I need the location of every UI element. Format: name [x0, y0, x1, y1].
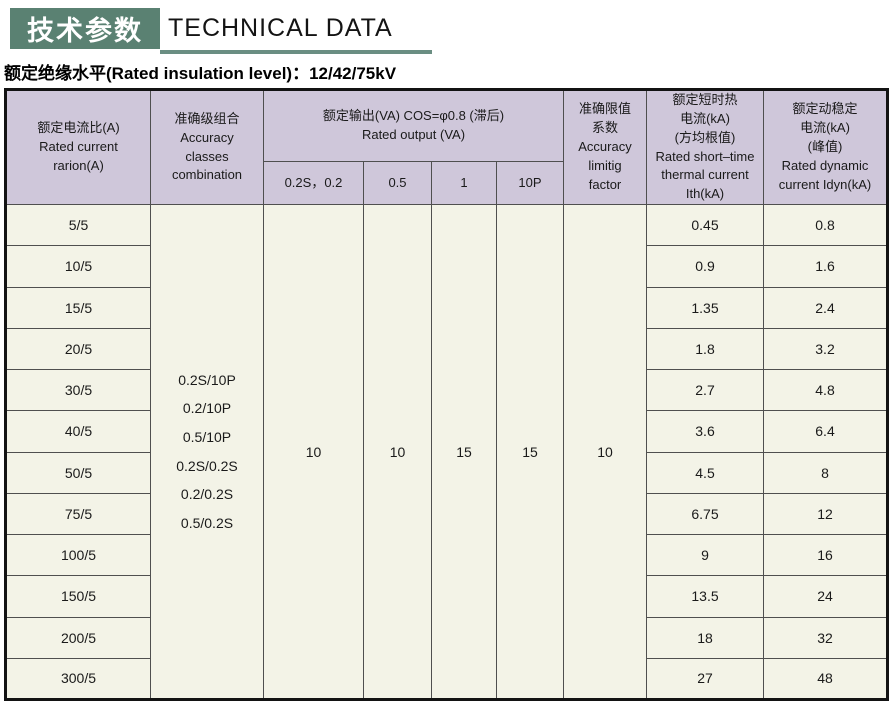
header-accuracy-limit-factor: 准确限值 系数 Accuracy limitig factor — [563, 88, 647, 206]
page-title-en: TECHNICAL DATA — [168, 14, 393, 42]
table-row: 15/5 1.35 2.4 — [5, 286, 888, 329]
output-10p-cell: 15 — [496, 204, 564, 701]
table-row: 50/5 4.5 8 — [5, 451, 888, 494]
ratio-cell: 15/5 — [5, 286, 151, 329]
idyn-cell: 6.4 — [763, 410, 888, 453]
ith-cell: 0.9 — [646, 245, 764, 288]
header-accuracy-classes: 准确级组合 Accuracy classes combination — [150, 88, 264, 206]
header-rated-current-ratio: 额定电流比(A) Rated current rarion(A) — [5, 88, 151, 206]
idyn-cell: 12 — [763, 492, 888, 536]
table-row: 75/5 6.75 12 — [5, 492, 888, 536]
idyn-cell: 1.6 — [763, 245, 888, 288]
ratio-cell: 150/5 — [5, 575, 151, 618]
idyn-cell: 3.2 — [763, 327, 888, 371]
table-row: 150/5 13.5 24 — [5, 575, 888, 618]
page-title-zh: 技术参数 — [10, 8, 160, 49]
subheader-output-0p2s: 0.2S，0.2 — [263, 161, 364, 206]
accuracy-limit-cell: 10 — [563, 204, 647, 701]
ratio-cell: 300/5 — [5, 657, 151, 701]
idyn-cell: 2.4 — [763, 286, 888, 329]
ith-cell: 18 — [646, 616, 764, 659]
table-row: 10/5 0.9 1.6 — [5, 245, 888, 288]
ith-cell: 4.5 — [646, 451, 764, 494]
ratio-cell: 20/5 — [5, 327, 151, 371]
ratio-cell: 75/5 — [5, 492, 151, 536]
table-row: 100/5 9 16 — [5, 534, 888, 577]
subheader-output-1: 1 — [431, 161, 497, 206]
subheader-output-0p5: 0.5 — [363, 161, 432, 206]
table-row: 300/5 27 48 — [5, 657, 888, 701]
ratio-cell: 30/5 — [5, 369, 151, 412]
header-dynamic-current: 额定动稳定 电流(kA) (峰值) Rated dynamic current … — [763, 88, 888, 206]
ith-cell: 2.7 — [646, 369, 764, 412]
ith-cell: 3.6 — [646, 410, 764, 453]
ith-cell: 1.35 — [646, 286, 764, 329]
page-title-zh-text: 技术参数 — [27, 16, 143, 46]
title-underline — [160, 50, 432, 54]
technical-data-table: 额定电流比(A) Rated current rarion(A) 准确级组合 A… — [4, 88, 889, 702]
idyn-cell: 48 — [763, 657, 888, 701]
output-0p5-cell: 10 — [363, 204, 432, 701]
table-row: 20/5 1.8 3.2 — [5, 327, 888, 371]
ith-cell: 9 — [646, 534, 764, 577]
table-row: 30/5 2.7 4.8 — [5, 369, 888, 412]
ratio-cell: 100/5 — [5, 534, 151, 577]
table-row: 5/5 0.2S/10P 0.2/10P 0.5/10P 0.2S/0.2S 0… — [5, 204, 888, 701]
ith-cell: 27 — [646, 657, 764, 701]
idyn-cell: 16 — [763, 534, 888, 577]
ratio-cell: 10/5 — [5, 245, 151, 288]
ratio-cell: 200/5 — [5, 616, 151, 659]
idyn-cell: 24 — [763, 575, 888, 618]
idyn-cell: 0.8 — [763, 204, 888, 247]
ith-cell: 0.45 — [646, 204, 764, 247]
ith-cell: 1.8 — [646, 327, 764, 371]
ith-cell: 6.75 — [646, 492, 764, 536]
accuracy-classes-cell: 0.2S/10P 0.2/10P 0.5/10P 0.2S/0.2S 0.2/0… — [150, 204, 264, 701]
idyn-cell: 4.8 — [763, 369, 888, 412]
table-row: 40/5 3.6 6.4 — [5, 410, 888, 453]
ith-cell: 13.5 — [646, 575, 764, 618]
rated-insulation-level-line: 额定绝缘水平(Rated insulation level)：12/42/75k… — [4, 64, 397, 83]
header-rated-output: 额定输出(VA) COS=φ0.8 (滞后) Rated output (VA) — [263, 88, 564, 163]
ratio-cell: 50/5 — [5, 451, 151, 494]
ratio-cell: 40/5 — [5, 410, 151, 453]
idyn-cell: 8 — [763, 451, 888, 494]
ratio-cell: 5/5 — [5, 204, 151, 247]
subheader-output-10p: 10P — [496, 161, 564, 206]
idyn-cell: 32 — [763, 616, 888, 659]
header-short-time-thermal-current: 额定短时热 电流(kA) (方均根值) Rated short–time the… — [646, 88, 764, 206]
output-1-cell: 15 — [431, 204, 497, 701]
output-0p2s-cell: 10 — [263, 204, 364, 701]
